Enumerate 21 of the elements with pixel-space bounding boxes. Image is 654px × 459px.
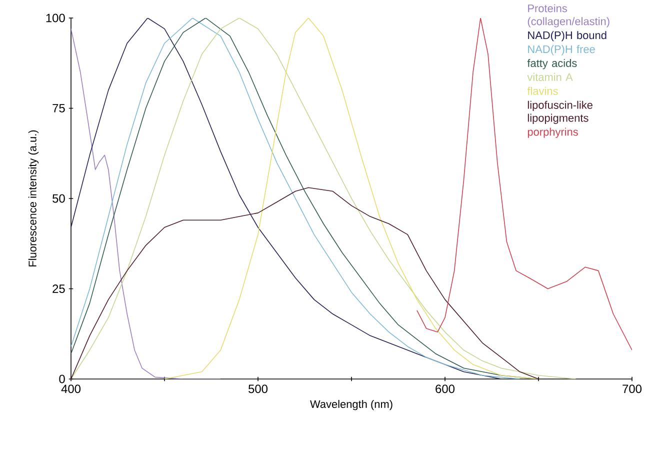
x-axis-title: Wavelength (nm) [310, 400, 392, 410]
x-tick-label: 500 [248, 384, 268, 394]
y-tick-label: 25 [52, 284, 65, 293]
text: NAD(P)H bound [528, 31, 606, 42]
line-series [416, 18, 632, 351]
text: flavins [527, 86, 558, 95]
text: Proteins (collagen/elastin) [528, 4, 610, 28]
y-tick-label: 100 [46, 14, 65, 22]
text: fatty acids [527, 58, 577, 70]
text: porphyrins [528, 128, 578, 138]
text: lipofuscin-like lipopigments [528, 100, 592, 124]
y-tick-label: 75 [52, 104, 65, 112]
text: vitamin A [527, 72, 573, 81]
y-axis-title: Fluorescence intensity (a.u.) [28, 130, 39, 266]
x-tick-label: 700 [622, 384, 642, 394]
x-tick-label: 400 [61, 384, 81, 394]
y-tick-label: 50 [52, 194, 65, 203]
text: NAD(P)H free [528, 45, 595, 56]
y-tick-label: 0 [59, 374, 65, 384]
line-series [71, 28, 222, 379]
x-tick-label: 600 [436, 384, 455, 394]
